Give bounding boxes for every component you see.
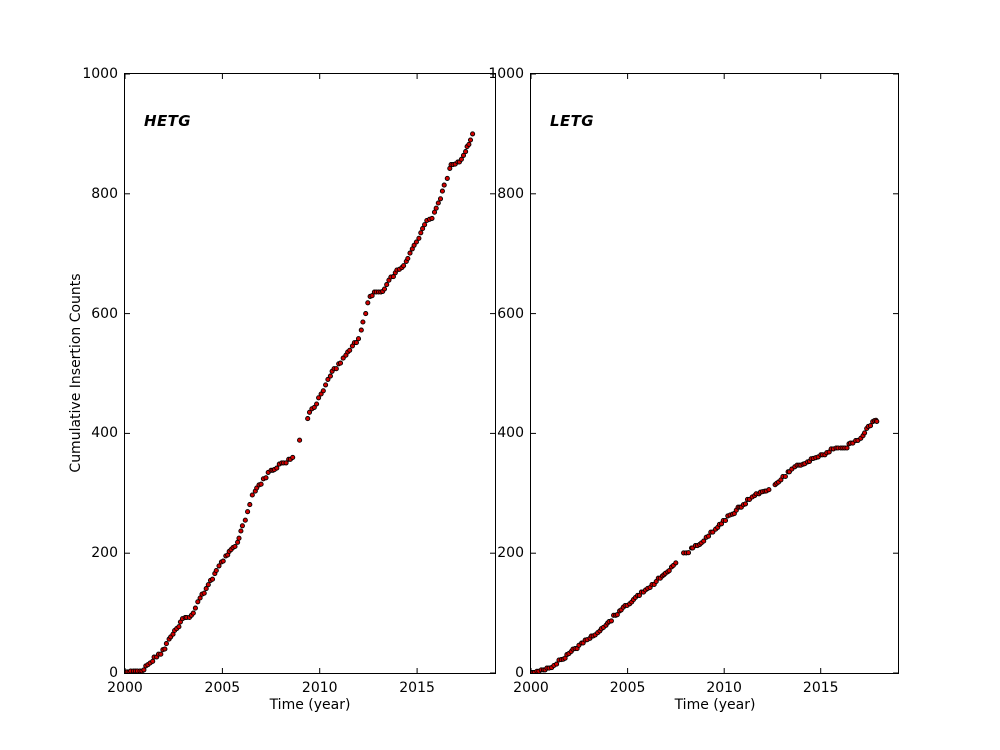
plot-title-letg: LETG: [550, 112, 594, 130]
scatter-series: [125, 131, 476, 673]
y-tick-label: 800: [497, 185, 524, 202]
y-tick-label: 1000: [488, 66, 524, 82]
plot-title-hetg: HETG: [144, 112, 191, 130]
letg-scatter-canvas: [531, 74, 898, 673]
x-tick-label: 2005: [204, 680, 241, 696]
axis-ticks: [125, 74, 495, 673]
plot-hetg: HETG: [124, 73, 496, 674]
y-tick-label: 0: [109, 665, 118, 681]
y-tick-label: 1000: [82, 66, 118, 82]
y-tick-label: 200: [91, 545, 118, 562]
x-tick-label: 2010: [301, 680, 338, 696]
plot-letg: LETG: [530, 73, 899, 674]
hetg-scatter-canvas: [125, 74, 495, 673]
x-tick-label: 2010: [706, 680, 742, 696]
y-tick-label: 600: [497, 305, 524, 322]
y-tick-label: 600: [91, 305, 118, 322]
y-tick-label: 200: [497, 545, 524, 562]
x-tick-label: 2005: [609, 680, 646, 696]
x-tick-label: 2000: [513, 680, 549, 696]
y-tick-label: 0: [515, 665, 524, 681]
x-tick-label: 2015: [399, 680, 435, 696]
y-axis-label: Cumulative Insertion Counts: [68, 273, 84, 473]
x-tick-label: 2000: [107, 680, 143, 696]
axis-ticks: [531, 74, 898, 673]
y-tick-label: 800: [91, 185, 118, 202]
y-tick-label: 400: [91, 425, 118, 442]
scatter-series: [531, 417, 880, 673]
y-tick-label: 400: [497, 425, 524, 442]
x-axis-label-letg: Time (year): [674, 697, 756, 713]
x-axis-label-hetg: Time (year): [269, 697, 351, 713]
x-tick-label: 2015: [802, 680, 839, 696]
